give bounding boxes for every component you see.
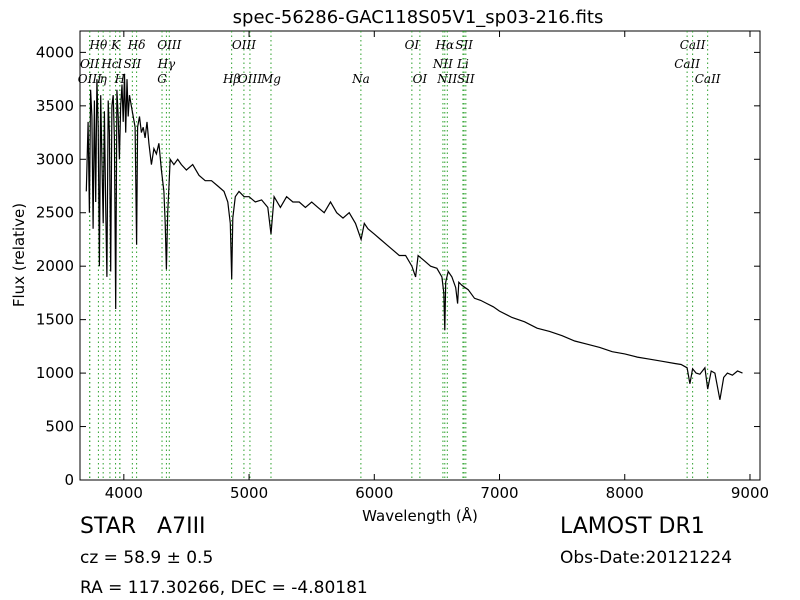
line-label-1-0: OII bbox=[80, 57, 100, 71]
line-label-2-7: Na bbox=[351, 72, 370, 86]
survey-name: LAMOST DR1 bbox=[560, 514, 705, 539]
object-class: STAR A7III bbox=[80, 514, 206, 539]
line-label-0-6: Hα bbox=[435, 38, 455, 52]
line-label-0-0: Hθ bbox=[89, 38, 108, 52]
line-label-0-1: K bbox=[110, 38, 121, 52]
line-label-2-4: Hβ bbox=[222, 72, 240, 86]
line-label-2-6: Mg bbox=[260, 72, 281, 86]
object-class-value: STAR bbox=[80, 514, 137, 539]
line-label-0-2: Hδ bbox=[127, 38, 146, 52]
line-label-2-5: OIII bbox=[238, 72, 262, 86]
line-label-0-8: CaII bbox=[680, 38, 706, 52]
y-axis-label: Flux (relative) bbox=[10, 203, 28, 307]
line-label-2-11: CaII bbox=[695, 72, 721, 86]
x-tick-label-0: 4000 bbox=[105, 484, 143, 502]
line-label-1-2: I bbox=[116, 57, 122, 71]
spectrum-line bbox=[85, 73, 743, 400]
line-label-2-9: NII bbox=[436, 72, 457, 86]
y-tick-label-8: 4000 bbox=[36, 43, 74, 61]
y-tick-label-6: 3000 bbox=[36, 150, 74, 168]
y-tick-label-1: 500 bbox=[45, 418, 74, 436]
y-tick-label-7: 3500 bbox=[36, 97, 74, 115]
line-label-1-5: NII bbox=[432, 57, 453, 71]
line-label-2-3: G bbox=[157, 72, 167, 86]
y-tick-label-2: 1000 bbox=[36, 364, 74, 382]
spectral-line-markers bbox=[89, 31, 709, 480]
x-axis-label: Wavelength (Å) bbox=[362, 506, 478, 525]
line-label-2-0: OIII bbox=[78, 72, 102, 86]
x-axis-ticks: 4000 5000 6000 7000 8000 9000 bbox=[105, 31, 769, 502]
line-label-1-3: SII bbox=[123, 57, 141, 71]
x-tick-label-1: 5000 bbox=[230, 484, 268, 502]
y-tick-label-4: 2000 bbox=[36, 257, 74, 275]
line-label-0-4: OIII bbox=[232, 38, 256, 52]
line-label-2-2: H bbox=[114, 72, 126, 86]
coordinates: RA = 117.30266, DEC = -4.80181 bbox=[80, 578, 368, 598]
plot-frame bbox=[79, 30, 761, 481]
x-tick-label-3: 7000 bbox=[480, 484, 518, 502]
line-label-1-6: Li bbox=[456, 57, 469, 71]
line-label-0-5: OI bbox=[405, 38, 420, 52]
redshift-cz: cz = 58.9 ± 0.5 bbox=[80, 548, 214, 568]
x-tick-label-2: 6000 bbox=[355, 484, 393, 502]
chart-title: spec-56286-GAC118S05V1_sp03-216.fits bbox=[233, 7, 604, 28]
line-label-2-10: SII bbox=[457, 72, 475, 86]
line-label-0-3: OIII bbox=[157, 38, 181, 52]
observation-date: Obs-Date:20121224 bbox=[560, 548, 733, 568]
line-label-2-1: η bbox=[100, 72, 108, 86]
x-tick-label-5: 9000 bbox=[731, 484, 769, 502]
line-label-1-1: Hc bbox=[100, 57, 118, 71]
line-label-2-8: OI bbox=[413, 72, 428, 86]
subclass-value: A7III bbox=[157, 514, 206, 539]
x-tick-label-4: 8000 bbox=[606, 484, 644, 502]
y-tick-label-3: 1500 bbox=[36, 311, 74, 329]
y-axis-ticks: 0 500 1000 1500 2000 2500 3000 3500 4000 bbox=[36, 43, 760, 489]
line-label-1-4: Hγ bbox=[157, 57, 176, 71]
y-tick-label-0: 0 bbox=[64, 471, 74, 489]
line-label-1-7: CaII bbox=[674, 57, 700, 71]
y-tick-label-5: 2500 bbox=[36, 204, 74, 222]
line-label-0-7: SII bbox=[455, 38, 473, 52]
